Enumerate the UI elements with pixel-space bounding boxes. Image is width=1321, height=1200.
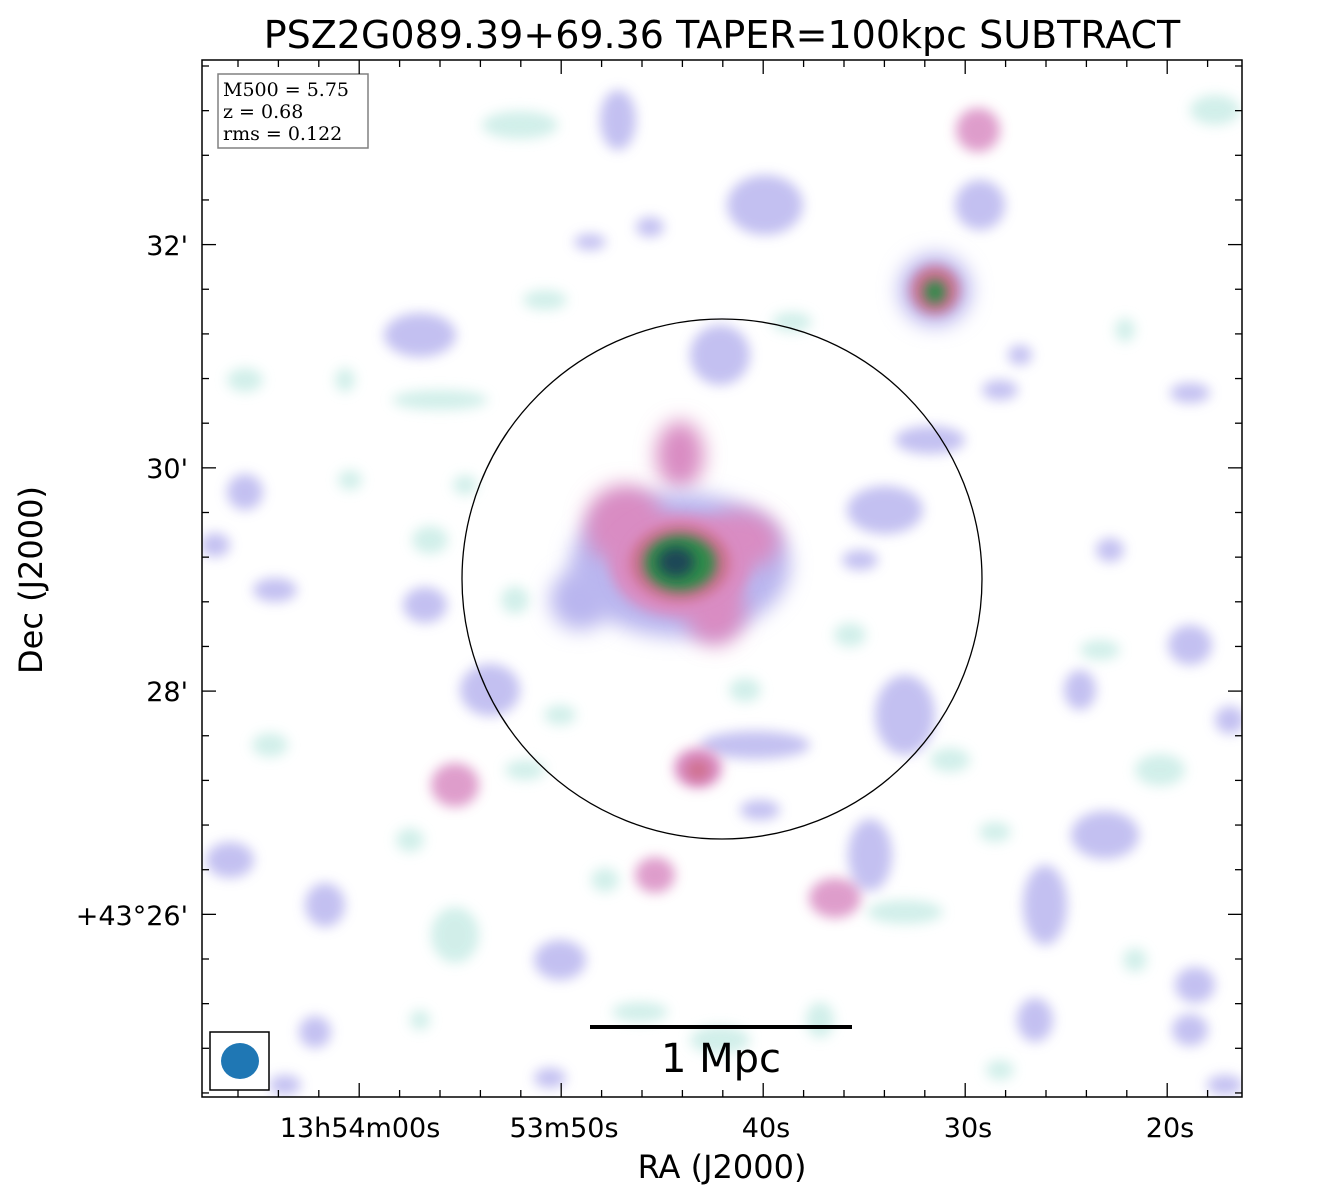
y-tick-label: 30' xyxy=(146,454,188,485)
faint-emission xyxy=(202,90,1242,1095)
x-axis-label: RA (J2000) xyxy=(638,1148,807,1186)
scale-bar: 1 Mpc xyxy=(590,1025,852,1082)
axis-ticks xyxy=(202,60,1242,1097)
r500-circle xyxy=(461,318,983,840)
x-tick-label: 40s xyxy=(742,1113,790,1144)
y-tick-labels: 32' 30' 28' +43°26' xyxy=(76,231,188,932)
beam-inset xyxy=(209,1031,270,1091)
y-tick-label: +43°26' xyxy=(76,901,188,932)
beam-ellipse xyxy=(221,1043,259,1079)
x-tick-label: 20s xyxy=(1146,1113,1194,1144)
scale-bar-label: 1 Mpc xyxy=(661,1036,781,1082)
info-line-redshift: z = 0.68 xyxy=(223,101,303,123)
x-tick-labels: 13h54m00s 53m50s 40s 30s 20s xyxy=(280,1113,1195,1144)
y-tick-label: 28' xyxy=(146,677,188,708)
y-tick-label: 32' xyxy=(146,231,188,262)
y-axis-label: Dec (J2000) xyxy=(12,486,50,674)
x-tick-label: 53m50s xyxy=(509,1113,618,1144)
info-box: M500 = 5.75 z = 0.68 rms = 0.122 xyxy=(217,73,369,149)
plot-frame xyxy=(201,59,1243,1098)
compact-source-south xyxy=(674,748,722,788)
x-tick-label: 30s xyxy=(944,1113,992,1144)
info-line-m500: M500 = 5.75 xyxy=(223,79,349,101)
image-panel: 1 Mpc M500 = 5.75 z = 0.68 rms = 0.122 xyxy=(202,60,1242,1097)
central-cluster-emission xyxy=(550,421,790,645)
compact-source-northeast xyxy=(899,254,971,326)
info-line-rms: rms = 0.122 xyxy=(223,123,342,145)
x-tick-label: 13h54m00s xyxy=(280,1113,441,1144)
figure-title: PSZ2G089.39+69.36 TAPER=100kpc SUBTRACT xyxy=(264,13,1181,57)
